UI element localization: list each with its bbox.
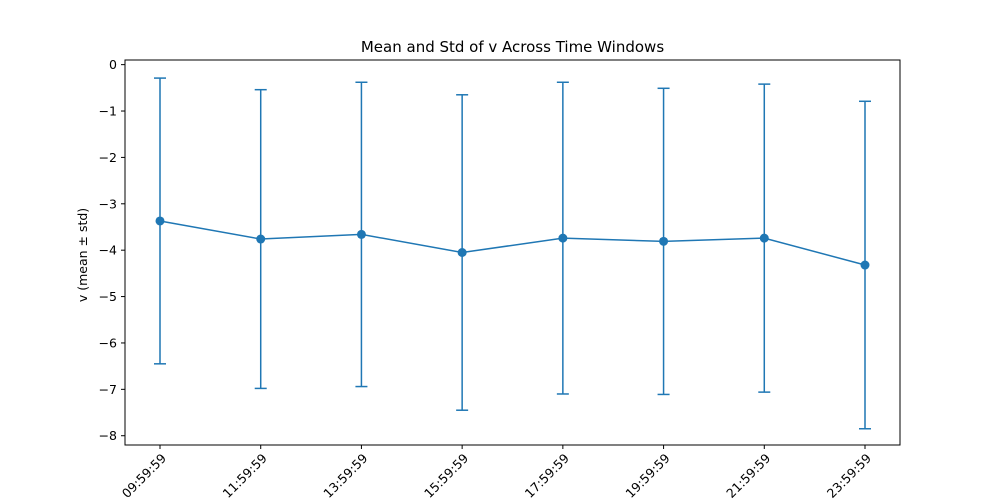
data-point — [356, 229, 366, 239]
data-point — [155, 216, 165, 226]
y-tick-label: −6 — [99, 335, 117, 350]
y-tick-label: −1 — [99, 104, 117, 119]
y-axis-label: v (mean ± std) — [75, 208, 90, 302]
y-tick-label: −5 — [99, 289, 117, 304]
y-tick-label: −8 — [99, 428, 117, 443]
series-line — [159, 220, 866, 266]
data-point — [558, 233, 568, 243]
y-tick-label: 0 — [109, 57, 117, 72]
axes-frame — [124, 59, 901, 446]
y-tick-label: −2 — [99, 150, 117, 165]
y-tick-label: −4 — [99, 243, 117, 258]
y-tick-label: −3 — [99, 196, 117, 211]
data-point — [860, 260, 870, 270]
data-point — [759, 233, 769, 243]
data-point — [256, 234, 266, 244]
data-point — [457, 248, 467, 257]
chart-title: Mean and Std of v Across Time Windows — [361, 38, 664, 56]
y-tick-label: −7 — [99, 382, 117, 397]
data-point — [659, 236, 669, 246]
